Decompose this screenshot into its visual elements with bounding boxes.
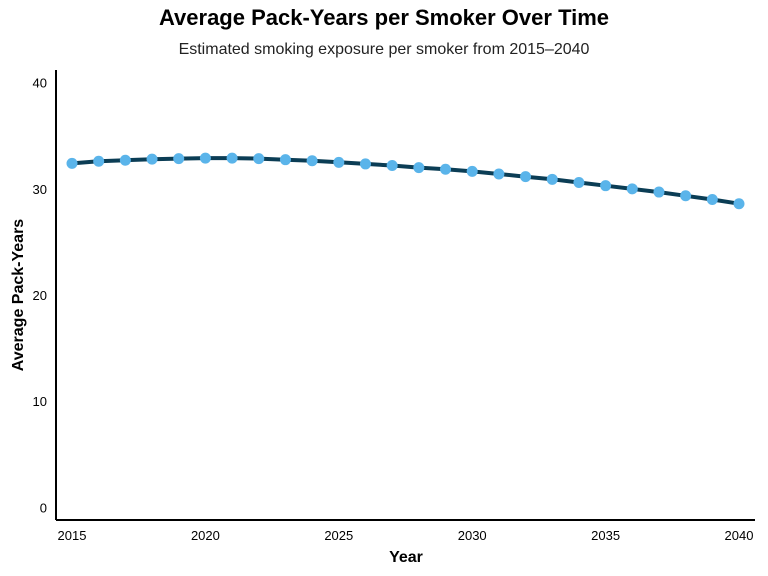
y-tick-label: 20 xyxy=(33,288,47,303)
x-tick-label: 2040 xyxy=(725,528,754,543)
data-point xyxy=(733,198,745,210)
data-point xyxy=(253,153,265,165)
data-point xyxy=(466,165,478,177)
x-axis-label: Year xyxy=(389,549,423,566)
data-point xyxy=(333,156,345,168)
data-point xyxy=(440,163,452,175)
y-ticks: 0 10 20 30 40 xyxy=(33,76,47,516)
x-tick-label: 2015 xyxy=(58,528,87,543)
data-point xyxy=(626,183,638,195)
data-markers xyxy=(66,152,745,210)
x-tick-label: 2030 xyxy=(458,528,487,543)
y-tick-label: 40 xyxy=(33,76,47,91)
chart-subtitle: Estimated smoking exposure per smoker fr… xyxy=(178,41,590,58)
data-point xyxy=(706,193,718,205)
data-point xyxy=(306,155,318,167)
data-point xyxy=(600,180,612,192)
data-point xyxy=(520,171,532,183)
data-point xyxy=(199,152,211,164)
y-axis-label: Average Pack-Years xyxy=(10,219,27,372)
chart-title: Average Pack-Years per Smoker Over Time xyxy=(158,5,610,30)
data-point xyxy=(546,173,558,185)
x-tick-label: 2025 xyxy=(324,528,353,543)
data-point xyxy=(573,177,585,188)
data-point xyxy=(226,152,238,164)
data-point xyxy=(680,190,692,202)
y-tick-label: 30 xyxy=(33,182,47,197)
x-ticks: 2015 2020 2025 2030 2035 2040 xyxy=(58,528,754,543)
x-tick-label: 2020 xyxy=(191,528,220,543)
data-point xyxy=(386,160,398,172)
data-point xyxy=(119,154,131,166)
data-point xyxy=(66,157,78,169)
data-point xyxy=(359,158,371,170)
x-tick-label: 2035 xyxy=(591,528,620,543)
data-point xyxy=(173,153,185,165)
data-point xyxy=(93,155,105,167)
y-tick-label: 10 xyxy=(33,394,47,409)
y-tick-label: 0 xyxy=(40,500,47,515)
data-point xyxy=(653,186,665,198)
series-line xyxy=(70,156,741,206)
data-point xyxy=(146,153,158,165)
data-point xyxy=(413,162,425,174)
data-point xyxy=(493,168,505,180)
data-point xyxy=(279,154,291,166)
